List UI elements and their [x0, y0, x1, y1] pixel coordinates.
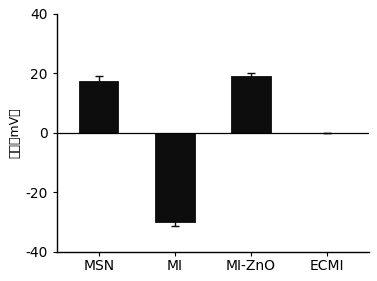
Y-axis label: 电势（mV）: 电势（mV） — [8, 107, 21, 158]
Bar — [79, 81, 118, 133]
Bar — [155, 133, 195, 222]
Bar — [231, 76, 271, 133]
